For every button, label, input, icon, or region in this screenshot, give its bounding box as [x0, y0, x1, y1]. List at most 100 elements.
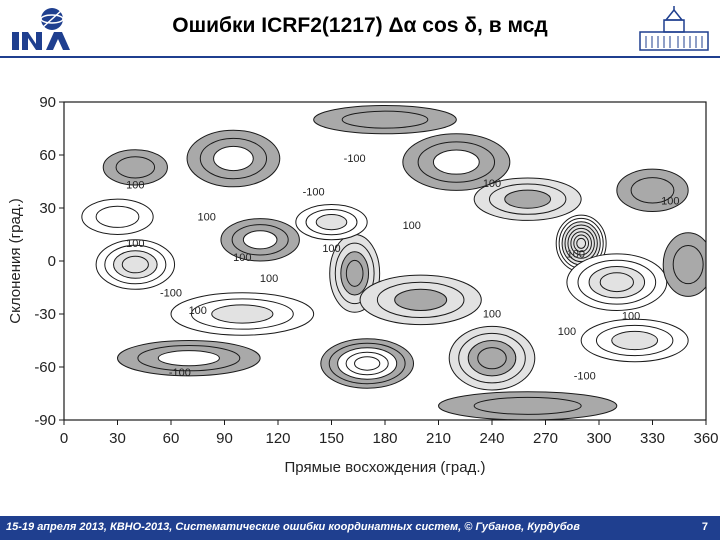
- contour-line: [477, 347, 507, 370]
- contour-line: [213, 145, 254, 172]
- contour-line: [576, 237, 587, 249]
- contour-line: [616, 168, 689, 213]
- observatory-building-icon: [636, 4, 712, 52]
- contour-line: [190, 298, 294, 330]
- footer-caption: 15-19 апреля 2013, КВНО-2013, Систематич…: [6, 521, 580, 533]
- y-tick-label: 30: [39, 200, 56, 217]
- contour-line: [573, 234, 590, 253]
- contour-line: [611, 330, 659, 351]
- slide-header: Ошибки ICRF2(1217) Δα cos δ, в мсд: [0, 0, 720, 58]
- contour-line: [662, 232, 706, 297]
- contour-line: [672, 244, 704, 285]
- page-number: 7: [701, 521, 708, 533]
- contour-line: [504, 189, 552, 209]
- contour-line: [305, 209, 358, 236]
- contour-line: [121, 255, 149, 274]
- contour-level-label: 100: [567, 248, 585, 260]
- contour-level-label: -100: [160, 287, 182, 299]
- contour-line: [115, 156, 156, 179]
- axes: 0 30 60 90 120 150 180 210 240 270 300 330 360906030…: [34, 94, 718, 447]
- x-tick-label: 240: [479, 430, 504, 447]
- contour-line: [113, 250, 158, 279]
- x-tick-label: 60: [163, 430, 180, 447]
- x-tick-label: 30: [109, 430, 126, 447]
- contour-line: [328, 342, 406, 385]
- contour-line: [211, 304, 274, 324]
- x-tick-label: 150: [319, 430, 344, 447]
- y-tick-label: 90: [39, 94, 56, 111]
- contour-line: [376, 281, 465, 319]
- contour-level-label: -100: [169, 367, 191, 379]
- x-axis-title: Прямые восхождения (град.): [285, 459, 486, 476]
- x-tick-label: 90: [216, 430, 233, 447]
- contour-level-label: -100: [303, 187, 325, 199]
- x-tick-label: 210: [426, 430, 451, 447]
- contour-level-label: 100: [403, 220, 421, 232]
- contour-line: [564, 224, 598, 263]
- x-tick-label: 0: [60, 430, 68, 447]
- contour-level-label: 100: [322, 243, 340, 255]
- contour-line: [95, 205, 140, 228]
- contour-line: [315, 214, 348, 231]
- contour-line: [595, 324, 674, 357]
- contour-map-chart: 0 30 60 90 120 150 180 210 240 270 300 330 360906030…: [7, 94, 719, 476]
- y-tick-label: -60: [34, 359, 56, 376]
- contour-line: [630, 177, 675, 204]
- contour-line: [354, 356, 381, 371]
- header-divider: [0, 56, 720, 58]
- plot-area: [81, 105, 706, 420]
- contour-line: [102, 149, 168, 186]
- contour-line: [599, 272, 634, 293]
- contour-level-label: 100: [558, 326, 576, 338]
- contour-line: [334, 242, 375, 305]
- contour-line: [345, 259, 364, 287]
- contour-line: [340, 251, 370, 296]
- contour-level-label: 100: [483, 178, 501, 190]
- contour-line: [473, 396, 582, 415]
- contour-level-label: 100: [483, 309, 501, 321]
- contour-level-label: 100: [233, 252, 251, 264]
- slide-footer: 15-19 апреля 2013, КВНО-2013, Систематич…: [0, 516, 720, 540]
- contour-line: [104, 244, 167, 285]
- contour-line: [467, 340, 517, 377]
- x-tick-label: 300: [586, 430, 611, 447]
- x-tick-label: 330: [640, 430, 665, 447]
- x-tick-label: 180: [372, 430, 397, 447]
- y-tick-label: 0: [48, 253, 56, 270]
- y-axis-title: Склонения (град.): [7, 198, 24, 323]
- contour-line: [417, 141, 496, 183]
- y-tick-label: -30: [34, 306, 56, 323]
- contour-level-label: -100: [574, 370, 596, 382]
- contour-line: [438, 391, 618, 420]
- contour-line: [242, 230, 278, 250]
- contour-level-label: 100: [126, 180, 144, 192]
- x-tick-label: 360: [693, 430, 718, 447]
- y-tick-label: -90: [34, 412, 56, 429]
- y-tick-label: 60: [39, 147, 56, 164]
- contour-level-label: 100: [260, 273, 278, 285]
- contour-level-label: -100: [344, 153, 366, 165]
- contour-line: [341, 110, 429, 129]
- contour-level-label: 100: [197, 211, 215, 223]
- contour-level-label: 100: [126, 238, 144, 250]
- contour-line: [345, 351, 389, 376]
- contour-line: [199, 137, 268, 180]
- contour-line: [313, 105, 457, 135]
- x-tick-label: 270: [533, 430, 558, 447]
- contour-line: [394, 288, 448, 311]
- institute-logo: [6, 4, 76, 52]
- contour-line: [577, 259, 657, 305]
- contour-line: [231, 224, 289, 256]
- contour-line: [588, 265, 646, 299]
- contour-line: [488, 183, 567, 215]
- contour-line: [81, 198, 154, 235]
- contour-level-label: 100: [189, 305, 207, 317]
- contour-line: [137, 345, 241, 372]
- contour-line: [570, 231, 592, 256]
- x-tick-label: 120: [265, 430, 290, 447]
- contour-level-label: 100: [622, 310, 640, 322]
- contour-labels: -100 100 -100 100 100 100 100 100 100 100 100 -100 1…: [126, 153, 679, 382]
- contour-line: [458, 332, 526, 384]
- contour-line: [157, 350, 220, 367]
- contour-line: [432, 149, 480, 175]
